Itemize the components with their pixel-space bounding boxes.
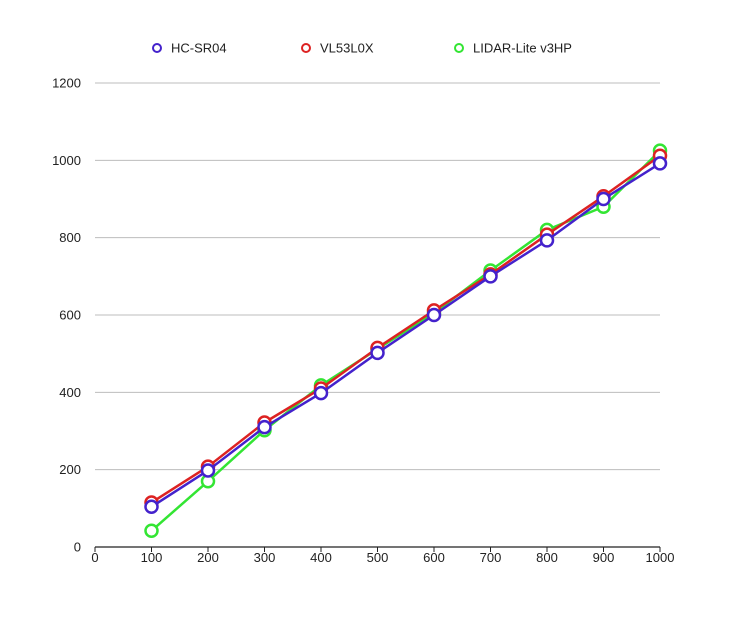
data-point: [426, 307, 442, 323]
x-tick-label: 1000: [646, 550, 675, 565]
data-point: [257, 419, 272, 435]
legend-item: LIDAR-Lite v3HP: [454, 41, 572, 56]
data-point: [313, 385, 329, 401]
data-point: [200, 463, 216, 478]
series-line: [150, 162, 662, 509]
data-point: [370, 345, 385, 361]
data-point: [539, 233, 555, 248]
x-tick-label: 100: [141, 550, 163, 565]
data-point: [483, 269, 498, 284]
y-tick-label: 1200: [52, 76, 81, 91]
data-point: [596, 191, 611, 207]
x-tick-label: 0: [91, 550, 98, 565]
y-tick-label: 800: [59, 230, 81, 245]
y-tick-label: 0: [74, 540, 81, 555]
grid: [95, 82, 660, 471]
legend-label: HC-SR04: [171, 41, 227, 56]
legend-marker-icon: [301, 43, 311, 53]
series-line: [150, 154, 662, 504]
x-tick-label: 200: [197, 550, 219, 565]
data-point: [144, 499, 159, 515]
y-tick-label: 1000: [52, 153, 81, 168]
series-line: [150, 149, 662, 533]
legend-marker-icon: [152, 43, 162, 53]
x-tick-label: 700: [480, 550, 502, 565]
y-tick-label: 600: [59, 308, 81, 323]
x-tick-label: 300: [254, 550, 276, 565]
legend-label: VL53L0X: [320, 41, 374, 56]
x-tick-label: 600: [423, 550, 445, 565]
y-tick-label: 400: [59, 385, 81, 400]
data-point: [652, 156, 668, 171]
series-vl53l0x: [144, 148, 668, 510]
series-lidar-lite-v3hp: [144, 143, 668, 539]
legend-item: VL53L0X: [301, 41, 374, 56]
series-hc-sr04: [144, 156, 668, 515]
data-point: [144, 523, 159, 539]
legend-marker-icon: [454, 43, 464, 53]
series-layer: [144, 143, 668, 539]
legend-label: LIDAR-Lite v3HP: [473, 41, 572, 56]
legend: HC-SR04 VL53L0X LIDAR-Lite v3HP: [152, 41, 572, 56]
x-tick-label: 900: [593, 550, 615, 565]
y-tick-label: 200: [59, 462, 81, 477]
legend-item: HC-SR04: [152, 41, 227, 56]
x-tick-label: 500: [367, 550, 389, 565]
x-tick-label: 800: [536, 550, 558, 565]
x-tick-label: 400: [310, 550, 332, 565]
axes: 0 200 400 600 800 1000 1200 0 100 200 300 400 500 600…: [52, 76, 674, 566]
